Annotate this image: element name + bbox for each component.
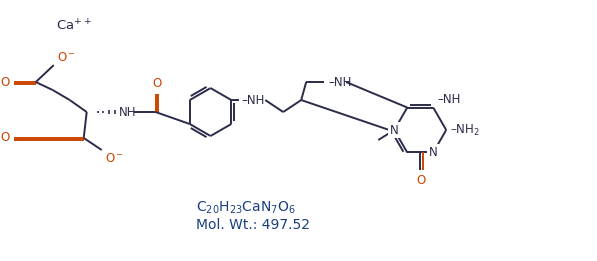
Text: O$^-$: O$^-$ bbox=[104, 152, 124, 165]
Text: Ca$^{++}$: Ca$^{++}$ bbox=[56, 18, 91, 33]
Text: O: O bbox=[417, 174, 426, 187]
Text: –NH$_2$: –NH$_2$ bbox=[450, 122, 480, 138]
Text: N: N bbox=[390, 123, 399, 137]
Text: O: O bbox=[152, 77, 161, 90]
Text: C$_{20}$H$_{23}$CaN$_7$O$_6$: C$_{20}$H$_{23}$CaN$_7$O$_6$ bbox=[196, 200, 296, 216]
Text: N: N bbox=[390, 123, 399, 137]
Text: N: N bbox=[429, 146, 438, 159]
Text: –NH: –NH bbox=[241, 93, 264, 106]
Text: O: O bbox=[1, 132, 10, 145]
Text: O: O bbox=[1, 76, 10, 88]
Text: Mol. Wt.: 497.52: Mol. Wt.: 497.52 bbox=[196, 218, 310, 232]
Text: –NH: –NH bbox=[437, 92, 461, 105]
Text: N: N bbox=[429, 146, 438, 159]
Text: –NH: –NH bbox=[328, 76, 352, 88]
Text: O$^-$: O$^-$ bbox=[57, 51, 76, 64]
Text: NH: NH bbox=[119, 105, 136, 118]
